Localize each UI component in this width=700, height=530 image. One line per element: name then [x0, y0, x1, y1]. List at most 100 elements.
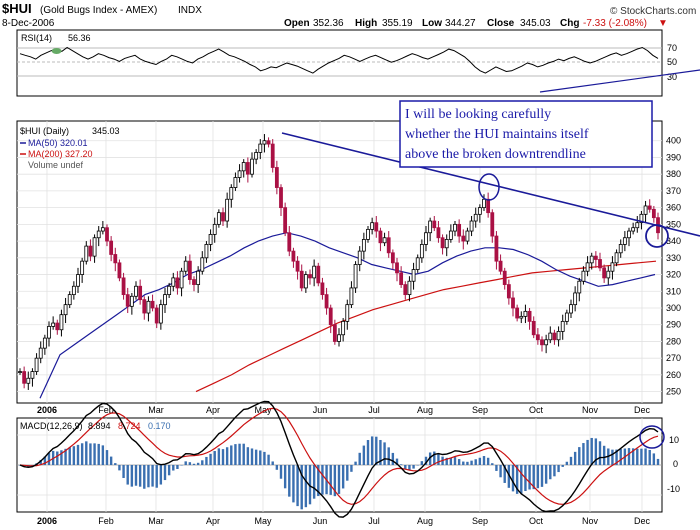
ma50-legend: MA(50) 320.01	[28, 138, 88, 148]
macd-hist-bar	[333, 465, 337, 497]
macd-hist-bar	[428, 452, 432, 465]
price-bar	[254, 152, 259, 160]
macd-hist-bar	[292, 465, 295, 503]
price-bar	[424, 232, 428, 245]
macd-month-label: Jul	[368, 516, 380, 526]
price-bar	[59, 314, 64, 331]
price-bar	[283, 207, 288, 234]
price-bar	[47, 325, 51, 339]
price-bar	[390, 252, 395, 264]
price-bar	[635, 222, 640, 229]
price-bar	[105, 227, 109, 242]
price-bar	[639, 213, 644, 224]
macd-hist-bar	[466, 461, 469, 465]
retest-circle	[645, 224, 669, 248]
price-bar	[618, 244, 623, 254]
price-tick-label: 270	[666, 353, 681, 363]
macd-hist-bar	[85, 441, 88, 465]
price-tick-label: 330	[666, 253, 681, 263]
price-bar	[494, 235, 499, 262]
low-label: Low	[422, 18, 442, 29]
price-bar	[266, 140, 271, 145]
high-label: High	[355, 18, 377, 29]
macd-hist-bar	[611, 449, 614, 465]
price-bar	[374, 222, 379, 232]
macd-hist-bar	[404, 465, 407, 470]
chart-date: 8-Dec-2006	[2, 18, 55, 29]
price-bar	[63, 304, 68, 316]
macd-value: 8.894	[88, 421, 111, 431]
price-bar	[602, 267, 607, 279]
rsi-tick-50: 50	[667, 57, 677, 67]
price-bar	[241, 162, 246, 172]
macd-hist-bar	[569, 456, 573, 465]
chg-down-arrow-icon: ▼	[658, 18, 668, 29]
ma50-line	[39, 232, 656, 399]
price-bar	[303, 274, 308, 289]
macd-month-label: 2006	[37, 516, 57, 526]
price-bar	[386, 237, 391, 254]
macd-month-label: May	[254, 516, 272, 526]
macd-hist-bar	[412, 465, 415, 469]
macd-cross-circle	[639, 425, 665, 449]
macd-hist-bar	[640, 448, 643, 465]
macd-hist-bar	[68, 447, 71, 465]
price-bar	[511, 297, 515, 309]
price-bar	[515, 307, 520, 319]
macd-hist-bar	[395, 458, 399, 465]
macd-hist-bar	[424, 456, 428, 465]
macd-hist-bar	[590, 437, 593, 465]
month-label: Jun	[313, 405, 328, 415]
price-bar	[486, 198, 491, 214]
macd-hist-bar	[561, 465, 564, 467]
price-bar	[175, 277, 180, 289]
month-label: Oct	[529, 405, 544, 415]
price-bar	[477, 207, 482, 215]
macd-hist-bar	[259, 450, 262, 465]
price-bar	[415, 257, 420, 270]
macd-hist-bar	[416, 465, 419, 466]
macd-hist-bar	[151, 465, 154, 487]
price-bar	[142, 299, 147, 314]
macd-hist-bar	[329, 465, 332, 495]
price-bar	[610, 262, 615, 272]
macd-hist-bar	[213, 451, 216, 465]
price-bar	[287, 232, 292, 252]
macd-hist-bar	[72, 446, 76, 465]
price-bar	[274, 167, 279, 188]
macd-month-label: Sep	[472, 516, 488, 526]
price-bar	[564, 312, 569, 322]
price-bar	[18, 371, 22, 373]
callout-line-3: above the broken downtrendline	[405, 147, 586, 162]
macd-hist-bar	[312, 465, 316, 499]
macd-hist-bar	[462, 461, 465, 465]
macd-hist-bar	[308, 465, 312, 505]
price-bar	[531, 320, 536, 336]
macd-month-label: Aug	[417, 516, 433, 526]
macd-hist-bar	[520, 465, 523, 494]
price-bar	[535, 334, 540, 341]
rsi-trendline	[539, 69, 700, 93]
price-bar	[187, 260, 192, 280]
macd-hist-bar	[217, 448, 221, 465]
macd-hist-bar	[619, 449, 622, 465]
macd-hist-bar	[192, 463, 196, 465]
price-bar	[585, 262, 590, 272]
callout-line-1: I will be looking carefully	[405, 107, 551, 122]
price-bar	[593, 255, 598, 260]
price-bar	[42, 337, 47, 349]
macd-hist-bar	[101, 445, 105, 465]
macd-hist-bar	[549, 465, 552, 480]
price-tick-label: 370	[666, 186, 681, 196]
month-label: Sep	[472, 405, 488, 415]
rsi-tick-30: 30	[667, 72, 677, 82]
macd-hist-bar	[536, 465, 540, 489]
macd-hist-bar	[631, 448, 635, 465]
macd-hist-bar	[80, 443, 84, 465]
macd-hist-bar	[321, 465, 324, 495]
price-bar	[382, 237, 387, 244]
price-bar	[407, 280, 412, 296]
price-bar	[411, 269, 416, 282]
macd-hist-bar	[578, 447, 581, 465]
macd-hist-bar	[300, 465, 303, 510]
